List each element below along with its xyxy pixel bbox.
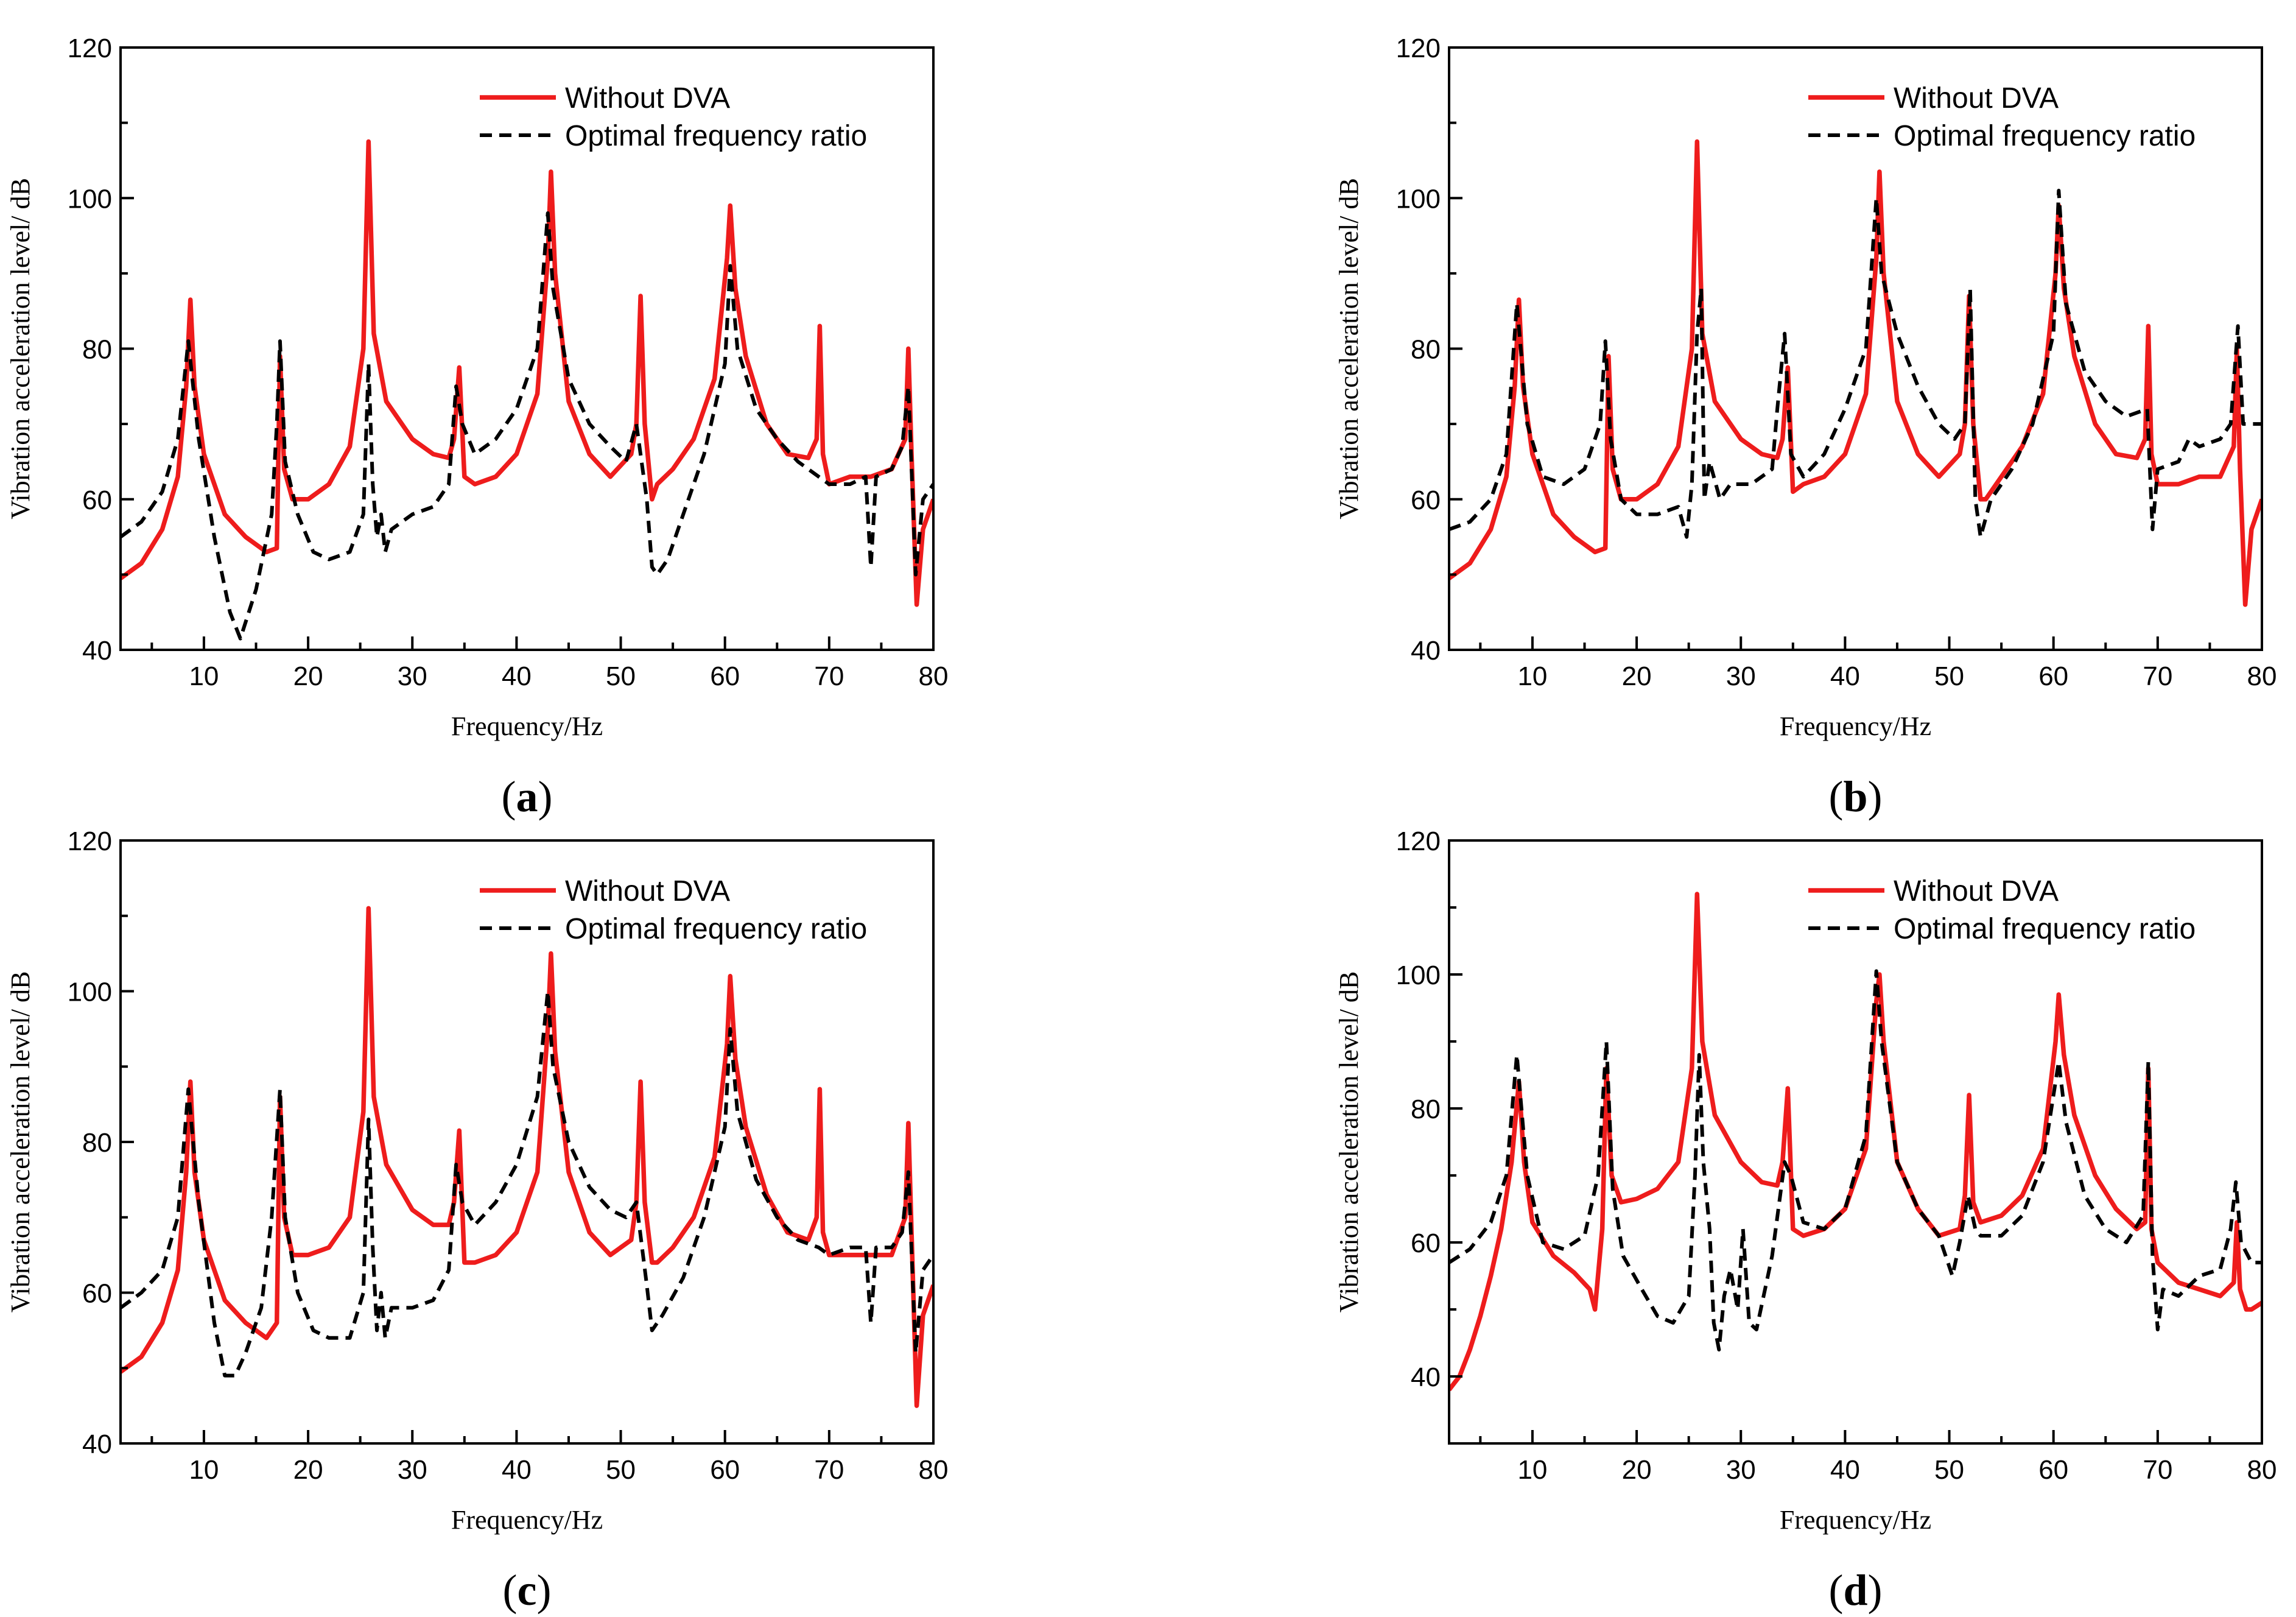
x-tick-label: 50 (1934, 1455, 1964, 1485)
x-tick-label: 50 (606, 1455, 636, 1485)
x-tick-label: 60 (2038, 661, 2068, 691)
legend-label: Optimal frequency ratio (1894, 120, 2196, 152)
x-tick-label: 60 (710, 1455, 740, 1485)
y-axis-title: Vibration acceleration level/ dB (5, 178, 35, 520)
legend-label: Without DVA (565, 82, 730, 114)
legend-label: Optimal frequency ratio (565, 120, 867, 152)
y-tick-label: 120 (68, 826, 112, 856)
x-tick-label: 80 (2247, 1455, 2277, 1485)
y-tick-label: 100 (1396, 184, 1441, 214)
x-tick-label: 50 (606, 661, 636, 691)
x-axis-title: Frequency/Hz (451, 1505, 603, 1535)
x-tick-label: 70 (814, 661, 844, 691)
panel-label: (b) (1828, 772, 1882, 821)
x-axis-title: Frequency/Hz (1780, 711, 1931, 741)
x-tick-label: 70 (2143, 661, 2172, 691)
y-axis-title: Vibration acceleration level/ dB (1334, 178, 1364, 520)
legend-label: Without DVA (1894, 82, 2059, 114)
y-tick-label: 120 (1396, 826, 1441, 856)
y-tick-label: 60 (82, 1279, 112, 1309)
x-axis-title: Frequency/Hz (451, 711, 603, 741)
x-tick-label: 40 (1830, 1455, 1860, 1485)
x-tick-label: 20 (293, 1455, 323, 1485)
panel-label: (a) (502, 772, 553, 821)
y-tick-label: 80 (82, 1128, 112, 1158)
panel-label: (c) (503, 1566, 552, 1615)
x-tick-label: 10 (1517, 1455, 1547, 1485)
y-tick-label: 100 (1396, 960, 1441, 990)
x-tick-label: 70 (2143, 1455, 2172, 1485)
x-tick-label: 20 (293, 661, 323, 691)
chart-panel-c: 10 20 30 40 50 60 70 80 40 60 80 100 120 Frequency/Hz… (5, 826, 948, 1615)
y-tick-label: 60 (1411, 1228, 1441, 1258)
series-line-optimal-frequency-ratio (121, 989, 933, 1378)
y-tick-label: 40 (1411, 1362, 1441, 1392)
y-tick-label: 40 (82, 636, 112, 666)
y-tick-label: 120 (1396, 33, 1441, 63)
y-tick-label: 80 (1411, 1094, 1441, 1124)
plot-frame (1448, 839, 2263, 1445)
y-axis-title: Vibration acceleration level/ dB (5, 971, 35, 1313)
x-tick-label: 30 (398, 661, 427, 691)
y-axis-title: Vibration acceleration level/ dB (1334, 971, 1364, 1313)
x-tick-label: 10 (189, 1455, 219, 1485)
legend: Without DVA Optimal frequency ratio (1808, 875, 2196, 945)
series-line-without-dva (121, 906, 933, 1408)
chart-panel-b: 10 20 30 40 50 60 70 80 40 60 80 100 120 Frequency/Hz… (1334, 33, 2277, 821)
x-tick-label: 40 (502, 661, 532, 691)
series-line-without-dva (1449, 892, 2262, 1392)
x-tick-label: 80 (2247, 661, 2277, 691)
x-tick-label: 30 (398, 1455, 427, 1485)
x-tick-label: 40 (1830, 661, 1860, 691)
x-tick-label: 30 (1726, 661, 1756, 691)
y-tick-label: 60 (1411, 485, 1441, 515)
legend-label: Without DVA (1894, 875, 2059, 907)
y-tick-label: 80 (1411, 335, 1441, 365)
y-tick-label: 100 (68, 184, 112, 214)
x-axis-title: Frequency/Hz (1780, 1505, 1931, 1535)
x-tick-label: 60 (2038, 1455, 2068, 1485)
legend: Without DVA Optimal frequency ratio (480, 875, 867, 945)
y-tick-label: 120 (68, 33, 112, 63)
chart-panel-d: 10 20 30 40 50 60 70 80 40 60 80 100 120 Frequency/Hz… (1334, 826, 2277, 1615)
legend-label: Optimal frequency ratio (1894, 913, 2196, 945)
series-line-optimal-frequency-ratio (1449, 188, 2262, 539)
x-tick-label: 70 (814, 1455, 844, 1485)
chart-panel-a: 10 20 30 40 50 60 70 80 40 60 80 100 120 Frequency/Hz… (5, 33, 948, 821)
x-tick-label: 10 (189, 661, 219, 691)
legend-label: Without DVA (565, 875, 730, 907)
x-tick-label: 10 (1517, 661, 1547, 691)
series-line-optimal-frequency-ratio (1449, 969, 2262, 1351)
y-tick-label: 60 (82, 485, 112, 515)
series-line-without-dva (121, 139, 933, 607)
x-tick-label: 30 (1726, 1455, 1756, 1485)
panel-label: (d) (1828, 1566, 1882, 1615)
y-tick-label: 80 (82, 335, 112, 365)
y-tick-label: 40 (1411, 636, 1441, 666)
x-tick-label: 20 (1622, 661, 1652, 691)
x-tick-label: 60 (710, 661, 740, 691)
x-tick-label: 20 (1622, 1455, 1652, 1485)
x-tick-label: 40 (502, 1455, 532, 1485)
x-tick-label: 50 (1934, 661, 1964, 691)
x-tick-label: 80 (919, 1455, 949, 1485)
x-tick-label: 80 (919, 661, 949, 691)
y-tick-label: 100 (68, 978, 112, 1007)
legend: Without DVA Optimal frequency ratio (480, 82, 867, 152)
series-line-optimal-frequency-ratio (121, 211, 933, 641)
legend-label: Optimal frequency ratio (565, 913, 867, 945)
y-tick-label: 40 (82, 1429, 112, 1459)
legend: Without DVA Optimal frequency ratio (1808, 82, 2196, 152)
series-line-without-dva (1449, 139, 2262, 607)
